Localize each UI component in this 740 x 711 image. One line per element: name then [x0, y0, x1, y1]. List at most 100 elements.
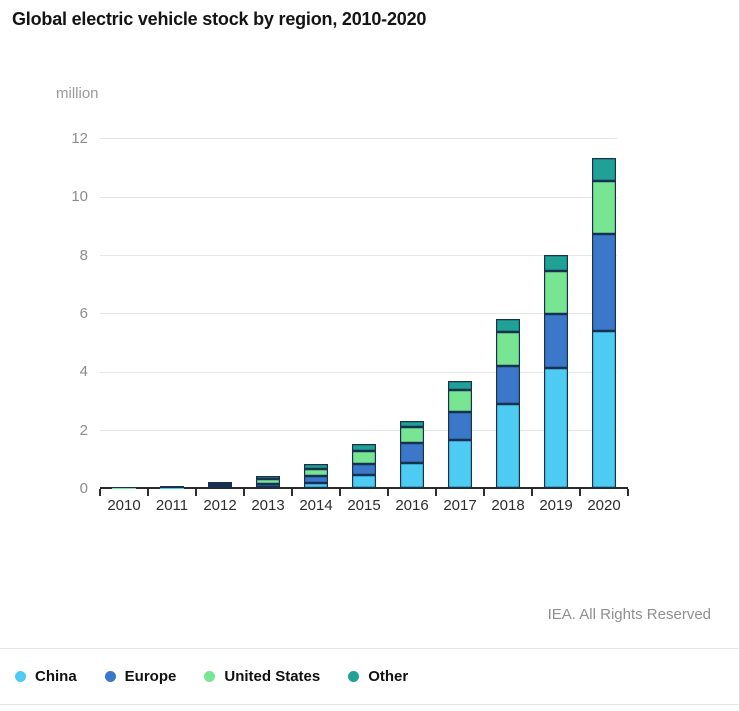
bar-segment-2012-united-states[interactable] [208, 484, 232, 487]
bar-segment-2017-united-states[interactable] [448, 390, 472, 413]
chart-title: Global electric vehicle stock by region,… [12, 9, 427, 29]
bar-segment-2013-china[interactable] [256, 487, 280, 488]
bar-segment-2017-other[interactable] [448, 380, 472, 391]
bar-segment-2014-europe[interactable] [304, 476, 328, 484]
x-tick-mark [99, 489, 101, 496]
bar-segment-2012-europe[interactable] [208, 486, 232, 488]
bar-segment-2019-other[interactable] [544, 254, 568, 271]
x-tick-mark [339, 489, 341, 496]
x-tick-label-2019: 2019 [539, 497, 573, 514]
bar-segment-2015-united-states[interactable] [352, 450, 376, 464]
bar-group-2014 [304, 464, 328, 488]
legend-label-united-states: United States [224, 668, 321, 685]
bar-segment-2016-other[interactable] [400, 420, 424, 428]
bar-segment-2019-europe[interactable] [544, 314, 568, 369]
y-tick-label-8: 8 [79, 246, 88, 264]
legend-dot-united-states-icon [204, 671, 216, 682]
legend-dot-other-icon [348, 671, 360, 682]
x-tick-label-2011: 2011 [155, 497, 189, 514]
bar-segment-2020-china[interactable] [592, 330, 616, 488]
bar-segment-2018-other[interactable] [496, 318, 520, 332]
bar-group-2019 [544, 254, 568, 488]
legend-item-other[interactable]: Other [348, 668, 408, 685]
bar-segment-2013-other[interactable] [256, 476, 280, 480]
bar-segment-2019-china[interactable] [544, 368, 568, 488]
legend-label-europe: Europe [124, 668, 177, 685]
legend-dot-china-icon [15, 671, 26, 682]
bar-segment-2013-united-states[interactable] [256, 479, 280, 484]
bar-segment-2016-china[interactable] [400, 462, 424, 488]
bar-segment-2017-europe[interactable] [448, 412, 472, 441]
bar-group-2012 [208, 482, 232, 488]
x-tick-label-2014: 2014 [299, 497, 333, 514]
x-tick-mark [435, 489, 437, 496]
bar-segment-2012-china[interactable] [208, 487, 232, 488]
bar-segment-2015-europe[interactable] [352, 463, 376, 475]
x-tick-mark [387, 489, 389, 496]
bar-segment-2018-china[interactable] [496, 404, 520, 488]
bar-segment-2015-other[interactable] [352, 444, 376, 451]
bar-segment-2018-europe[interactable] [496, 366, 520, 405]
bar-segment-2016-europe[interactable] [400, 443, 424, 463]
bar-segment-2014-china[interactable] [304, 483, 328, 488]
legend-dot-europe-icon [104, 671, 116, 682]
legend-item-china[interactable]: China [15, 668, 77, 685]
bar-segment-2020-europe[interactable] [592, 234, 616, 331]
x-tick-mark [483, 489, 485, 496]
bar-segment-2019-united-states[interactable] [544, 270, 568, 315]
x-tick-label-2018: 2018 [491, 497, 525, 514]
bar-group-2013 [256, 476, 280, 488]
y-tick-label-2: 2 [79, 421, 88, 439]
x-tick-mark [291, 489, 293, 496]
x-tick-mark [579, 489, 581, 496]
bar-group-2011 [160, 486, 184, 488]
gridline-y12 [100, 138, 617, 140]
bar-group-2010 [112, 487, 136, 488]
y-tick-label-0: 0 [79, 480, 88, 497]
x-tick-label-2013: 2013 [251, 497, 285, 514]
bar-segment-2012-other[interactable] [208, 482, 232, 485]
legend: China Europe United States Other [0, 648, 739, 705]
x-tick-label-2016: 2016 [395, 497, 429, 514]
y-tick-label-12: 12 [71, 129, 88, 147]
gridline-y2 [100, 430, 617, 432]
bar-segment-2014-other[interactable] [304, 464, 328, 470]
x-tick-mark [531, 489, 533, 496]
bar-group-2018 [496, 318, 520, 488]
x-axis-line [100, 487, 628, 489]
bar-group-2016 [400, 420, 424, 488]
gridline-y6 [100, 313, 617, 315]
gridline-y8 [100, 255, 617, 257]
gridline-y4 [100, 371, 617, 373]
x-tick-label-2015: 2015 [347, 497, 381, 514]
bar-segment-2016-united-states[interactable] [400, 427, 424, 444]
x-tick-mark [243, 489, 245, 496]
legend-item-united-states[interactable]: United States [204, 668, 320, 685]
x-tick-label-2020: 2020 [587, 497, 621, 514]
bar-segment-2020-united-states[interactable] [592, 181, 616, 235]
bar-segment-2014-united-states[interactable] [304, 469, 328, 477]
bar-segment-2017-china[interactable] [448, 440, 472, 488]
bar-segment-2018-united-states[interactable] [496, 331, 520, 367]
y-tick-label-4: 4 [79, 363, 88, 381]
bar-group-2020 [592, 157, 616, 488]
bar-segment-2020-other[interactable] [592, 157, 616, 182]
bar-segment-2013-europe[interactable] [256, 483, 280, 488]
x-tick-mark [195, 489, 197, 496]
x-tick-mark [147, 489, 149, 496]
bar-segment-2011-united-states[interactable] [160, 486, 184, 488]
y-tick-label-6: 6 [79, 304, 88, 322]
legend-item-europe[interactable]: Europe [104, 668, 177, 685]
y-tick-label-10: 10 [71, 188, 88, 206]
bar-segment-2011-other[interactable] [160, 486, 184, 487]
bar-group-2017 [448, 380, 472, 488]
x-tick-mark [627, 489, 629, 496]
y-axis-unit-label: million [56, 85, 99, 102]
bar-segment-2015-china[interactable] [352, 474, 376, 488]
x-tick-label-2012: 2012 [203, 497, 237, 514]
copyright-text: IEA. All Rights Reserved [547, 606, 711, 623]
x-tick-label-2010: 2010 [107, 497, 141, 514]
gridline-y10 [100, 196, 617, 198]
